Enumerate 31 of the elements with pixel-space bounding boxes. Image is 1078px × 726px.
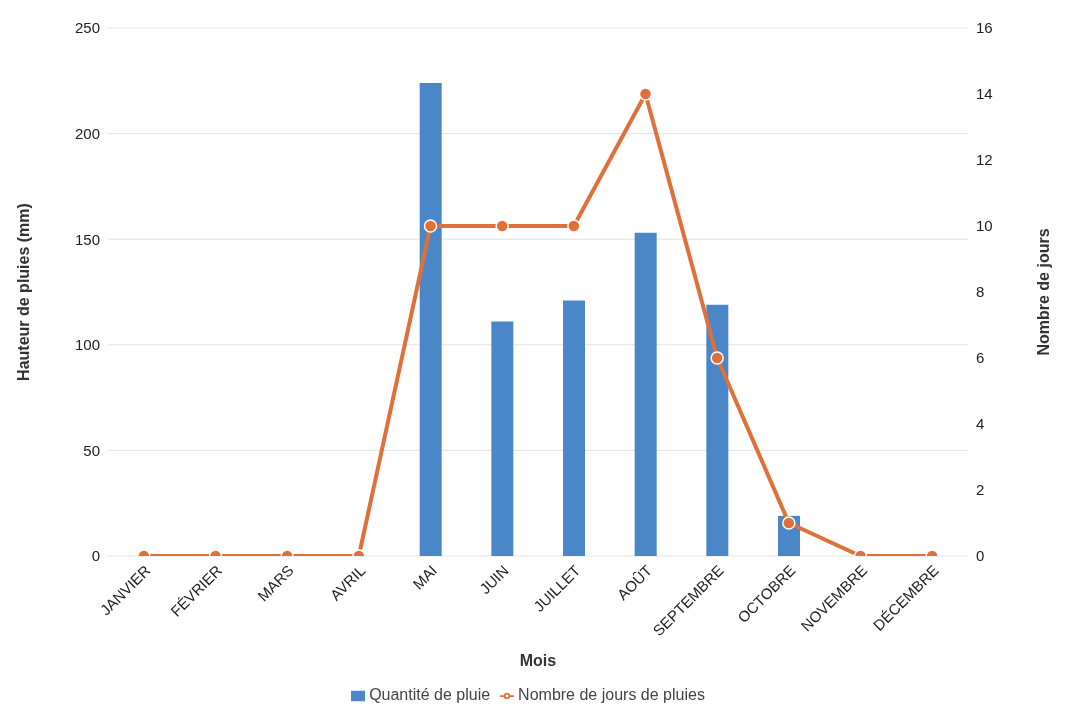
y2-axis-title: Nombre de jours: [1034, 228, 1052, 356]
bar: [634, 232, 657, 556]
point: [710, 351, 724, 365]
x-tick-label: MAI: [409, 561, 441, 593]
y-tick-label: 250: [74, 19, 100, 37]
y-tick-label: 150: [74, 230, 100, 248]
y2-tick-label: 12: [976, 151, 993, 169]
bar: [491, 321, 514, 556]
point: [638, 87, 653, 101]
y-axis-title: Hauteur de pluies (mm): [14, 203, 32, 381]
y2-tick-label: 4: [976, 415, 985, 433]
y2-tick-label: 10: [976, 217, 993, 235]
y2-tick-label: 2: [976, 481, 985, 499]
y2-tick-label: 6: [976, 349, 985, 367]
point: [495, 219, 509, 233]
y2-tick-label: 16: [976, 19, 993, 37]
y2-tick-label: 0: [976, 547, 985, 565]
legend-label: Quantité de pluie: [369, 686, 491, 703]
y-tick-label: 50: [83, 441, 100, 459]
y-tick-label: 0: [91, 547, 100, 565]
legend-label: Nombre de jours de pluies: [518, 686, 705, 703]
bar: [563, 300, 585, 556]
y-tick-label: 200: [74, 124, 100, 142]
bar: [419, 82, 442, 556]
point: [567, 219, 581, 233]
y2-tick-label: 8: [976, 283, 985, 301]
bar: [706, 304, 729, 556]
y2-tick-label: 14: [976, 85, 993, 103]
x-axis-title: Mois: [519, 652, 557, 669]
y-tick-label: 100: [74, 336, 100, 354]
point: [423, 219, 438, 233]
